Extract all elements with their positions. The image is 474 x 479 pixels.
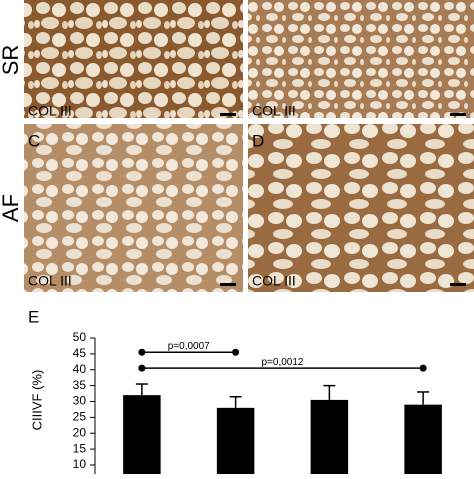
micrograph [24,124,243,292]
panel-caption: COL III [28,103,72,119]
bar [216,407,255,475]
scale-bar [220,283,236,286]
panel-caption: COL III [252,273,296,289]
scale-bar [450,283,466,286]
y-tick-label: 20 [73,425,87,439]
micrograph [248,124,474,292]
significance-end [138,364,146,372]
y-tick-label: 50 [73,330,87,344]
y-tick-label: 10 [73,457,87,471]
row-label: AF [0,194,23,222]
y-tick-label: 25 [73,410,87,424]
p-value-label: p=0,0012 [262,357,304,368]
micrograph [24,0,243,118]
significance-end [419,364,427,372]
panel-caption: COL III [252,103,296,119]
micrograph [248,0,474,118]
bar [310,399,349,475]
panel-caption: COL III [28,273,72,289]
significance-end [232,348,240,356]
y-tick-label: 40 [73,362,87,376]
y-tick-label: 30 [73,394,87,408]
significance-end [138,348,146,356]
y-axis-label: CIIIVF (%) [29,370,44,431]
scale-bar [220,113,236,116]
y-tick-label: 15 [73,441,87,455]
panel-letter: C [28,131,40,150]
p-value-label: p=0,0007 [168,341,210,352]
panel-letter: E [28,307,39,326]
panel-letter: D [252,131,264,150]
y-tick-label: 35 [73,378,87,392]
bar [404,404,442,475]
row-label: SR [0,45,23,76]
bar [123,395,161,475]
scale-bar [450,113,466,116]
y-tick-label: 45 [73,346,87,360]
